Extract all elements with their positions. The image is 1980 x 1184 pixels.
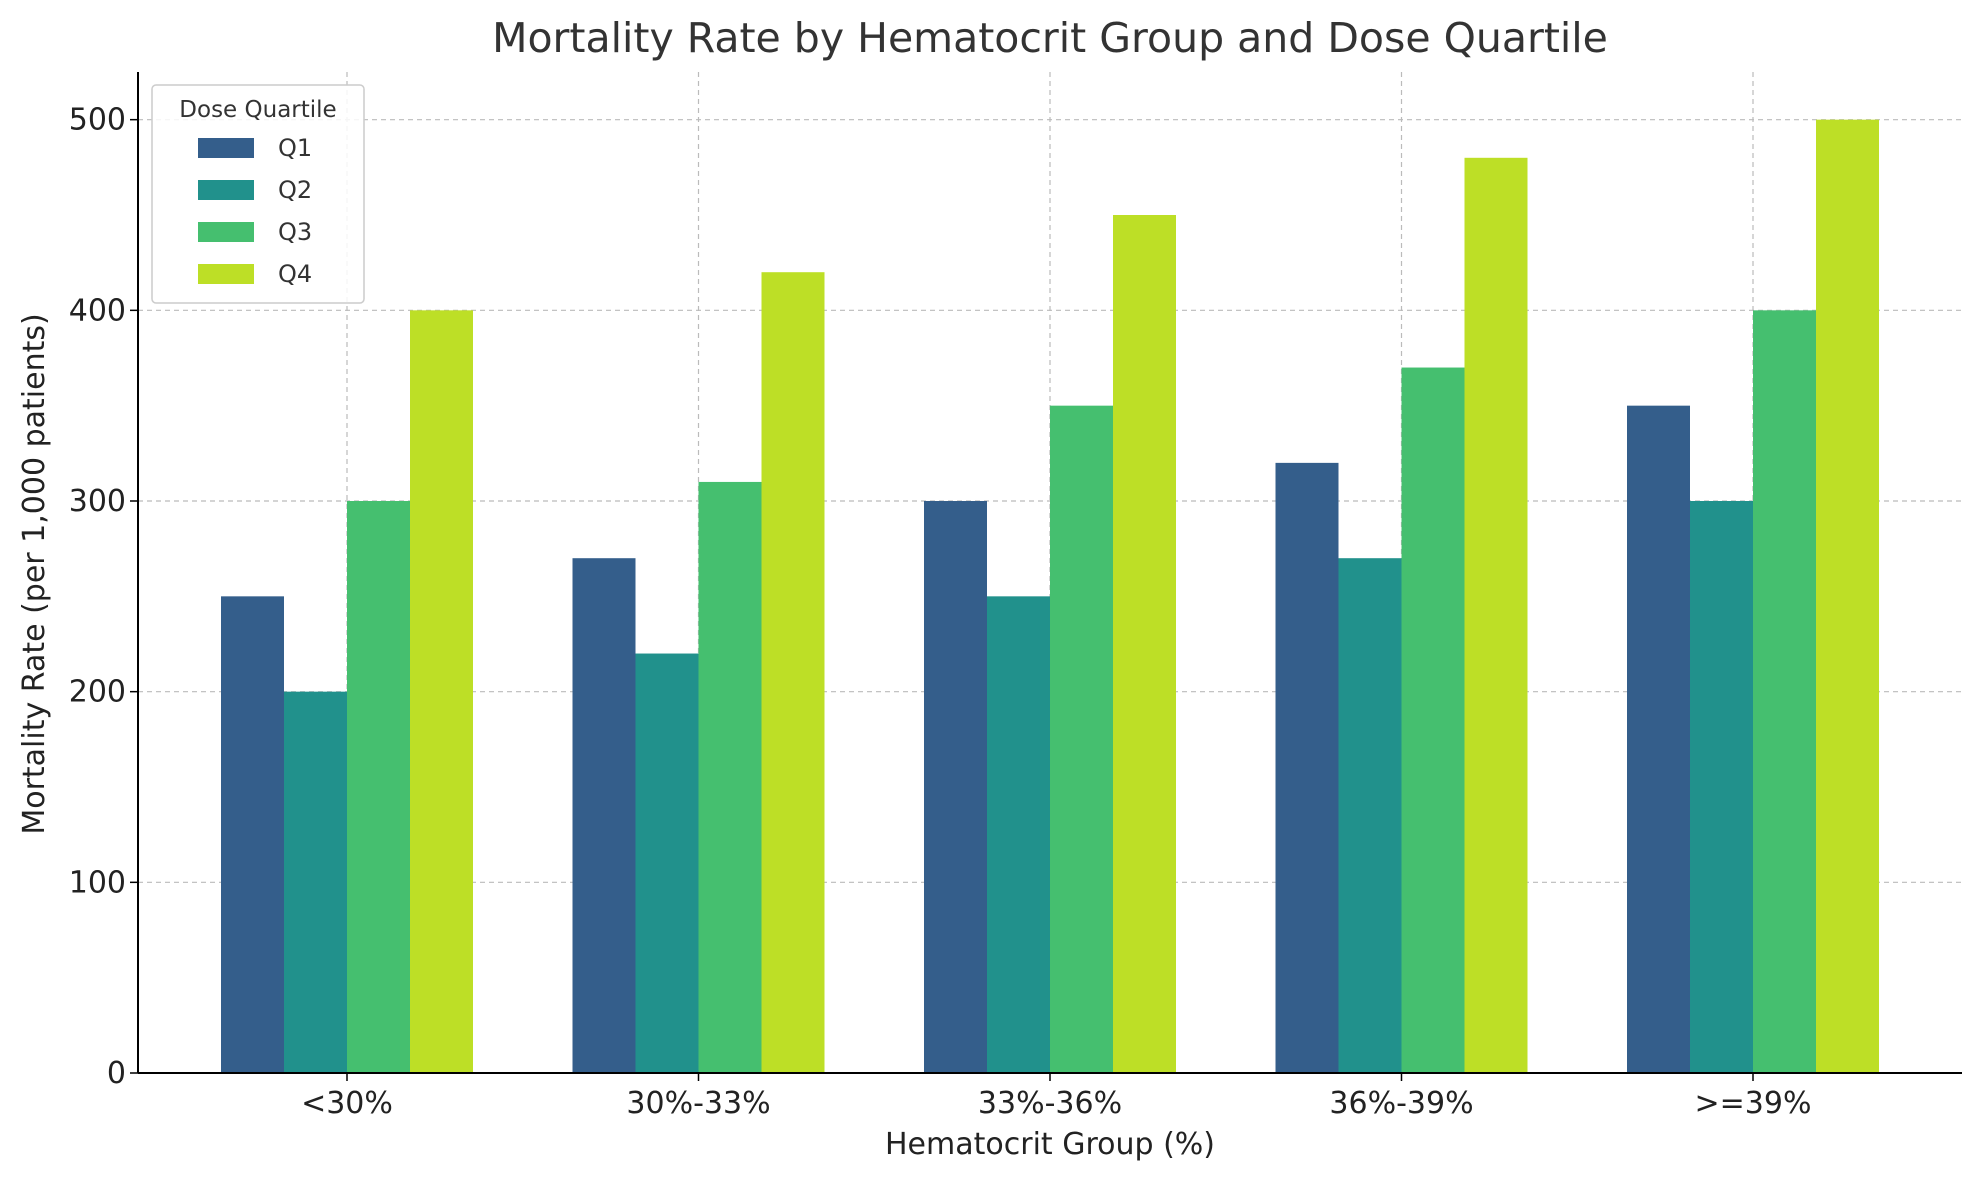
y-tick-label: 400: [69, 293, 126, 328]
bar-q3-1: [347, 501, 410, 1073]
bar-q4-4: [1464, 157, 1528, 1074]
legend: Dose Quartile Q1 Q2 Q3 Q4: [151, 84, 365, 304]
legend-label-q1: Q1: [278, 134, 312, 162]
bar-q2-4: [1338, 558, 1402, 1073]
bar-q1-4: [1275, 462, 1339, 1073]
bar-q2-1: [284, 691, 347, 1073]
x-tick-labels: <30% 30%-33% 33%-36% 36%-39% >=39%: [301, 1073, 1811, 1121]
chart-title: Mortality Rate by Hematocrit Group and D…: [492, 14, 1608, 62]
y-tick-label: 200: [69, 675, 126, 710]
legend-swatch-q1: [198, 138, 254, 158]
bar-q1-5: [1627, 405, 1690, 1074]
y-tick-label: 300: [69, 484, 126, 519]
bar-q1-2: [572, 558, 636, 1073]
x-tick-label: >=39%: [1695, 1086, 1812, 1121]
y-axis-label: Mortality Rate (per 1,000 patients): [17, 313, 52, 834]
bar-q4-1: [410, 310, 473, 1073]
bar-q2-2: [635, 653, 699, 1073]
x-tick-label: 36%-39%: [1329, 1086, 1473, 1121]
legend-label-q4: Q4: [278, 260, 312, 288]
legend-label-q3: Q3: [278, 218, 312, 246]
bar-q3-4: [1401, 367, 1465, 1073]
bar-q2-3: [987, 596, 1050, 1073]
bar-q2-5: [1690, 501, 1753, 1073]
y-tick-labels: 0 100 200 300 400 500: [69, 103, 138, 1091]
bar-q4-5: [1816, 119, 1879, 1073]
bar-q1-1: [221, 596, 284, 1073]
x-tick-label: 30%-33%: [626, 1086, 770, 1121]
x-tick-label: <30%: [301, 1086, 393, 1121]
legend-items: Q1 Q2 Q3 Q4: [198, 134, 312, 288]
bar-q3-3: [1050, 405, 1113, 1074]
x-axis-label: Hematocrit Group (%): [885, 1127, 1215, 1162]
bars: [221, 119, 1879, 1074]
y-tick-label: 0: [107, 1056, 126, 1091]
bar-q3-2: [698, 481, 762, 1073]
legend-swatch-q4: [198, 264, 254, 284]
legend-swatch-q2: [198, 180, 254, 200]
y-tick-label: 100: [69, 865, 126, 900]
y-tick-label: 500: [69, 103, 126, 138]
bar-q3-5: [1753, 310, 1816, 1073]
bar-q4-3: [1113, 215, 1176, 1073]
bar-q4-2: [761, 272, 825, 1073]
bar-q1-3: [924, 501, 987, 1073]
legend-swatch-q3: [198, 222, 254, 242]
legend-title: Dose Quartile: [179, 97, 336, 123]
legend-label-q2: Q2: [278, 176, 312, 204]
x-tick-label: 33%-36%: [978, 1086, 1122, 1121]
